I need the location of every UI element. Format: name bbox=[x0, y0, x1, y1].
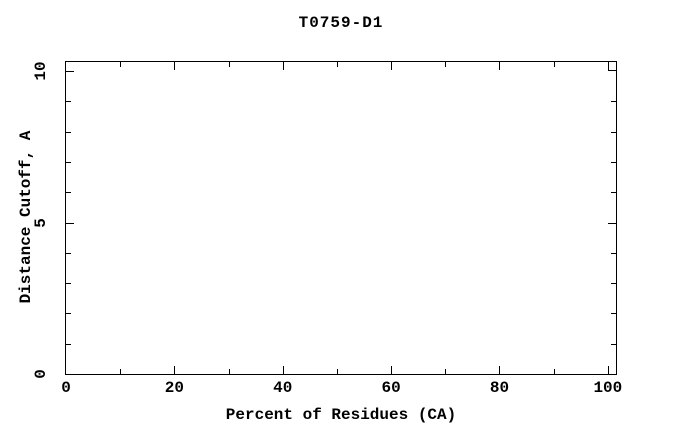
x-tick bbox=[337, 62, 338, 67]
y-tick bbox=[608, 223, 616, 224]
y-axis-title: Distance Cutoff, A bbox=[17, 130, 35, 304]
x-tick bbox=[174, 366, 175, 374]
x-tick bbox=[283, 366, 284, 374]
x-tick-label: 20 bbox=[164, 379, 184, 397]
y-tick bbox=[66, 313, 71, 314]
y-tick bbox=[611, 101, 616, 102]
x-tick bbox=[554, 369, 555, 374]
y-tick bbox=[66, 344, 71, 345]
y-tick bbox=[611, 313, 616, 314]
x-tick bbox=[499, 366, 500, 374]
x-tick bbox=[445, 62, 446, 67]
x-tick bbox=[391, 366, 392, 374]
y-tick bbox=[66, 223, 74, 224]
y-tick-label: 10 bbox=[32, 61, 50, 81]
plot-area bbox=[65, 61, 617, 375]
y-tick-label: 0 bbox=[32, 369, 50, 379]
x-tick bbox=[337, 369, 338, 374]
x-tick bbox=[229, 62, 230, 67]
x-tick bbox=[229, 369, 230, 374]
y-tick bbox=[611, 132, 616, 133]
x-tick bbox=[174, 62, 175, 70]
x-tick-label: 40 bbox=[273, 379, 293, 397]
y-tick bbox=[66, 283, 71, 284]
x-tick bbox=[608, 366, 609, 374]
y-tick bbox=[611, 192, 616, 193]
y-tick bbox=[66, 132, 71, 133]
y-tick bbox=[66, 192, 71, 193]
y-tick bbox=[66, 101, 71, 102]
data-point-marker bbox=[608, 62, 616, 71]
x-tick bbox=[120, 369, 121, 374]
x-tick bbox=[120, 62, 121, 67]
x-tick-label: 60 bbox=[381, 379, 401, 397]
x-tick bbox=[554, 62, 555, 67]
x-tick-label: 100 bbox=[593, 379, 623, 397]
y-tick bbox=[66, 71, 74, 72]
x-tick-label: 80 bbox=[489, 379, 510, 397]
y-tick bbox=[66, 253, 71, 254]
y-tick bbox=[611, 344, 616, 345]
x-tick-label: 0 bbox=[61, 379, 71, 397]
y-tick bbox=[611, 283, 616, 284]
x-tick bbox=[445, 369, 446, 374]
x-tick bbox=[283, 62, 284, 70]
x-tick bbox=[499, 62, 500, 70]
x-axis-title: Percent of Residues (CA) bbox=[225, 406, 457, 424]
x-tick bbox=[391, 62, 392, 70]
y-tick bbox=[611, 162, 616, 163]
chart-title: T0759-D1 bbox=[298, 14, 384, 32]
y-tick bbox=[66, 162, 71, 163]
y-tick bbox=[611, 253, 616, 254]
y-tick-label: 5 bbox=[32, 217, 50, 228]
